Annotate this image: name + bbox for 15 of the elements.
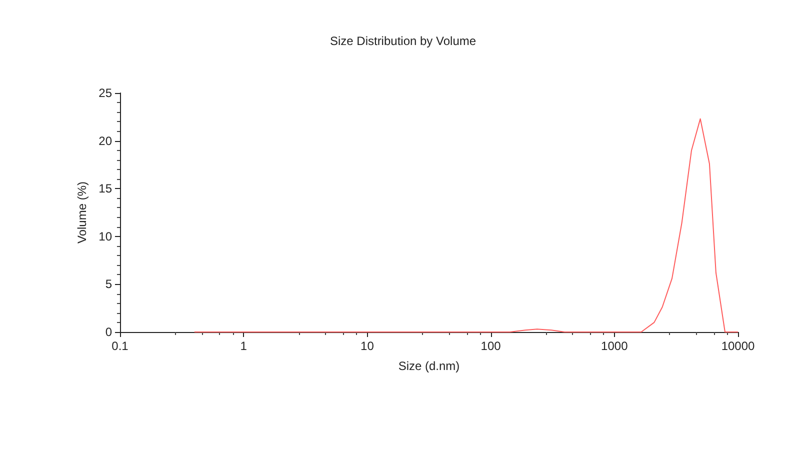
y-tick-label: 0 [105, 325, 112, 339]
y-tick-label: 25 [98, 86, 112, 100]
x-tick-label: 1 [240, 339, 248, 353]
y-tick-label: 15 [98, 182, 112, 196]
x-tick-label: 1000 [601, 339, 628, 353]
y-axis-title: Volume (%) [74, 181, 89, 244]
x-tick-label: 0.1 [112, 339, 129, 353]
y-tick-label: 20 [98, 134, 112, 148]
y-tick-label: 5 [105, 277, 112, 292]
chart-title: Size Distribution by Volume [330, 34, 476, 48]
y-tick-label: 10 [98, 229, 112, 244]
x-tick-label: 10 [360, 339, 374, 353]
x-axis-title: Size (d.nm) [398, 359, 460, 373]
x-tick-label: 10000 [721, 339, 756, 353]
x-tick-label: 100 [480, 339, 502, 353]
